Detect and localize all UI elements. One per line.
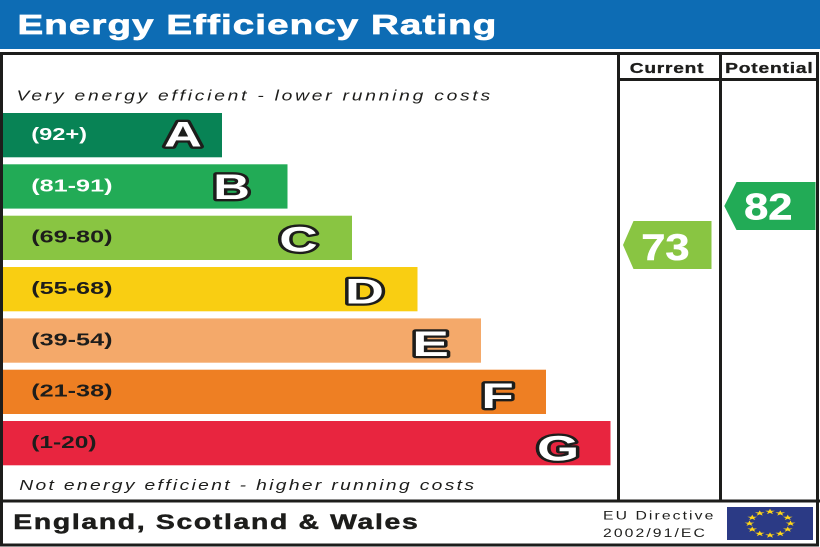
svg-text:Potential: Potential xyxy=(725,60,813,76)
svg-text:(1-20): (1-20) xyxy=(31,432,96,452)
svg-text:Not energy efficient - higher: Not energy efficient - higher running co… xyxy=(19,476,476,493)
svg-text:Current: Current xyxy=(630,60,705,76)
svg-text:E: E xyxy=(412,324,449,364)
svg-text:A: A xyxy=(164,116,202,154)
svg-text:(55-68): (55-68) xyxy=(31,278,112,298)
svg-text:G: G xyxy=(537,429,579,468)
svg-text:(21-38): (21-38) xyxy=(31,380,112,400)
svg-text:B: B xyxy=(213,168,250,207)
svg-text:(81-91): (81-91) xyxy=(31,175,112,195)
svg-text:Very energy efficient - lower: Very energy efficient - lower running co… xyxy=(17,87,493,104)
svg-text:F: F xyxy=(481,377,513,416)
svg-text:(69-80): (69-80) xyxy=(31,226,112,246)
svg-text:73: 73 xyxy=(641,226,689,268)
svg-text:D: D xyxy=(345,272,384,311)
svg-text:England, Scotland & Wales: England, Scotland & Wales xyxy=(13,510,419,534)
svg-text:Energy Efficiency Rating: Energy Efficiency Rating xyxy=(18,10,498,41)
svg-text:C: C xyxy=(279,219,317,259)
svg-text:(39-54): (39-54) xyxy=(31,329,112,349)
svg-text:(92+): (92+) xyxy=(31,125,87,145)
svg-text:2002/91/EC: 2002/91/EC xyxy=(603,526,707,540)
svg-text:EU Directive: EU Directive xyxy=(603,508,715,522)
svg-text:82: 82 xyxy=(744,186,792,228)
